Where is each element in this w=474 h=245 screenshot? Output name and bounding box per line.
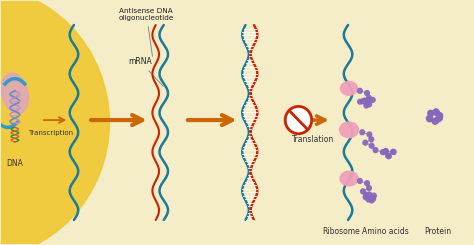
Circle shape — [365, 181, 369, 186]
Circle shape — [358, 99, 363, 104]
Circle shape — [369, 143, 374, 148]
Circle shape — [386, 153, 391, 158]
Text: mRNA: mRNA — [128, 57, 163, 86]
Circle shape — [365, 98, 370, 103]
Text: Translation: Translation — [292, 135, 334, 144]
Text: Antisense DNA
oligonucleotide: Antisense DNA oligonucleotide — [119, 8, 174, 56]
Circle shape — [361, 189, 365, 194]
Circle shape — [438, 114, 443, 120]
Circle shape — [367, 132, 372, 137]
Circle shape — [361, 99, 365, 104]
Circle shape — [381, 150, 385, 155]
Circle shape — [363, 195, 368, 200]
Ellipse shape — [340, 171, 358, 186]
Circle shape — [383, 149, 387, 154]
Circle shape — [364, 103, 369, 108]
Circle shape — [433, 109, 438, 114]
Circle shape — [285, 106, 312, 134]
Circle shape — [366, 96, 371, 100]
Circle shape — [438, 113, 443, 118]
Circle shape — [365, 91, 369, 96]
Circle shape — [367, 192, 372, 197]
Circle shape — [392, 150, 396, 154]
Circle shape — [434, 117, 439, 123]
Circle shape — [428, 110, 433, 116]
Circle shape — [386, 154, 391, 159]
Circle shape — [369, 198, 374, 203]
Circle shape — [427, 116, 432, 122]
Circle shape — [369, 137, 374, 142]
Circle shape — [357, 179, 362, 184]
Circle shape — [371, 196, 375, 201]
Circle shape — [428, 110, 433, 116]
Text: Protein: Protein — [424, 227, 451, 236]
Circle shape — [0, 0, 109, 245]
Text: Ribosome: Ribosome — [322, 227, 360, 236]
Circle shape — [360, 130, 365, 135]
Ellipse shape — [340, 82, 357, 95]
Circle shape — [435, 111, 440, 116]
Circle shape — [367, 102, 372, 107]
Ellipse shape — [1, 73, 28, 114]
Circle shape — [434, 110, 439, 115]
Circle shape — [437, 116, 442, 121]
Circle shape — [386, 153, 391, 158]
Circle shape — [363, 98, 367, 103]
Circle shape — [363, 140, 368, 145]
Circle shape — [391, 149, 395, 154]
Circle shape — [428, 116, 433, 122]
Circle shape — [372, 193, 376, 198]
Circle shape — [383, 148, 388, 153]
Text: Transcription: Transcription — [28, 130, 73, 136]
Circle shape — [427, 116, 432, 121]
Circle shape — [366, 186, 371, 190]
Circle shape — [357, 88, 362, 93]
Circle shape — [428, 111, 434, 116]
Text: Amino acids: Amino acids — [363, 227, 409, 236]
Circle shape — [366, 197, 371, 202]
Circle shape — [434, 118, 439, 123]
Circle shape — [364, 192, 368, 197]
Circle shape — [373, 148, 378, 153]
Circle shape — [432, 119, 438, 124]
Circle shape — [370, 98, 375, 102]
Text: DNA: DNA — [7, 159, 23, 168]
Ellipse shape — [339, 122, 358, 138]
